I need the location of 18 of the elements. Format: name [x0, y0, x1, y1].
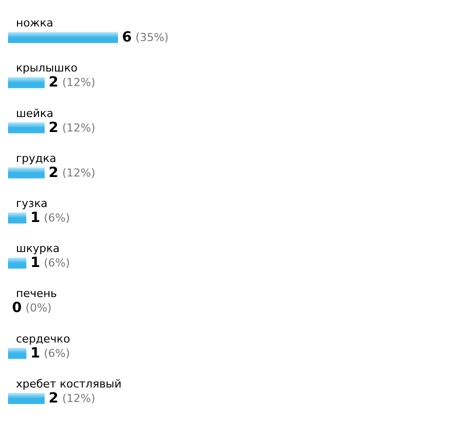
y-tick-label: крылышко [16, 62, 78, 75]
y-tick-label: гузка [16, 197, 48, 210]
y-tick-label: ножка [16, 16, 54, 30]
data-label: 2 (12%) [48, 164, 96, 181]
data-label: 2 (12%) [48, 74, 96, 91]
data-label: 1 (6%) [30, 210, 70, 226]
data-label: 0 (0%) [12, 300, 52, 316]
data-label: 6 (35%) [122, 30, 169, 46]
y-tick-label: печень [16, 287, 57, 300]
y-tick-label: шкурка [16, 242, 60, 256]
data-label: 1 (6%) [30, 255, 70, 272]
data-label: 2 (12%) [48, 390, 96, 406]
y-tick-label: шейка [16, 106, 54, 120]
y-tick-label: сердечко [16, 332, 70, 346]
y-tick-label: хребет костлявый [16, 377, 122, 390]
y-tick-label: грудка [16, 152, 56, 165]
data-label: 1 (6%) [30, 345, 70, 362]
data-label: 2 (12%) [48, 120, 96, 136]
